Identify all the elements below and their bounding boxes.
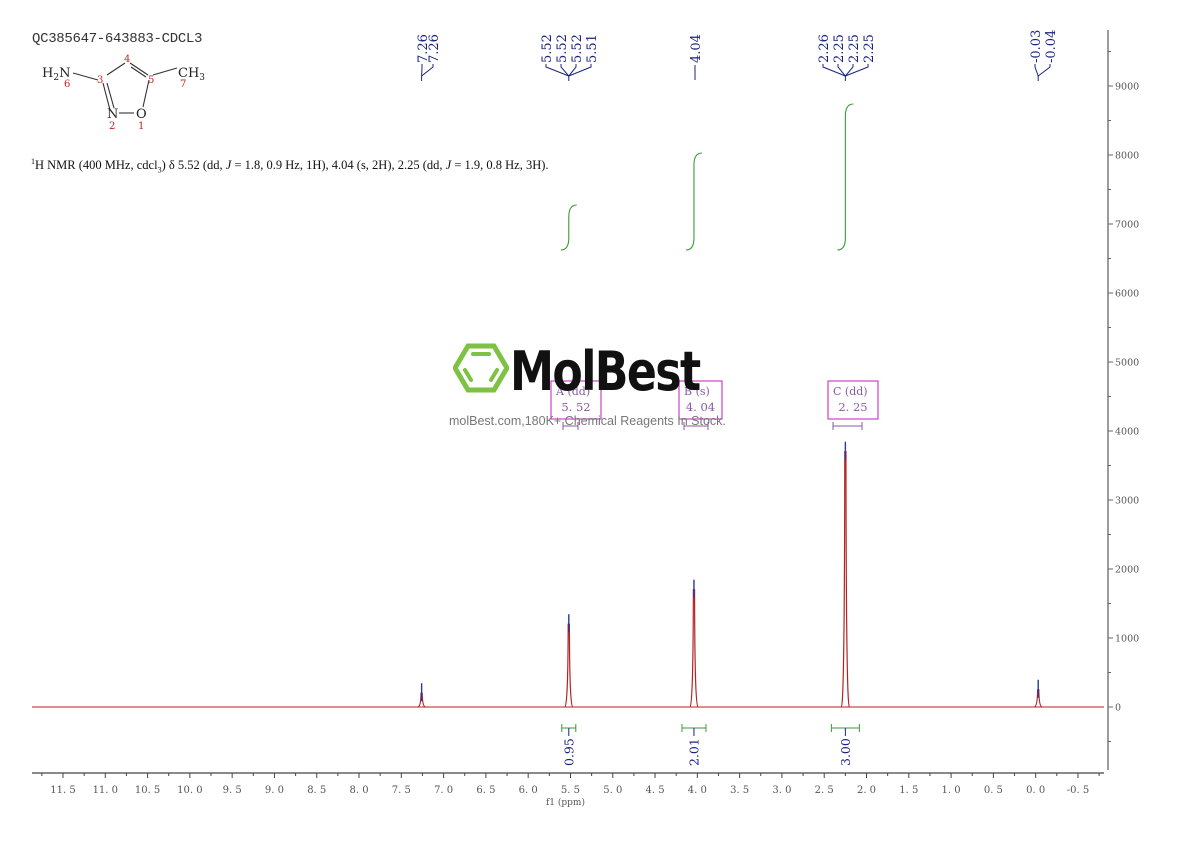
chemical-structure: H2N CH3 N O 4 3 5 6 7 2 1 [42,54,205,132]
svg-text:2.25: 2.25 [847,34,862,63]
x-tick-label: 2. 5 [815,785,834,796]
svg-text:2.26: 2.26 [817,34,832,63]
atom-n: N [107,107,118,122]
molbest-hexagon-icon [453,343,509,393]
x-tick-label: 11. 5 [50,785,75,796]
x-tick-label: 1. 5 [899,785,918,796]
x-tick-label: 4. 5 [646,785,665,796]
x-tick-label: 2. 0 [857,785,876,796]
peak-label-group: 5.52 5.52 5.52 5.51 [540,34,600,81]
svg-text:5. 52: 5. 52 [561,400,590,414]
x-tick-label: 9. 0 [265,785,284,796]
svg-text:2. 25: 2. 25 [838,400,867,414]
atom-o: O [136,107,147,122]
svg-text:7: 7 [180,79,186,90]
watermark-subtitle: molBest.com,180K+ Chemical Reagents In S… [449,414,726,428]
svg-text:4. 04: 4. 04 [686,400,715,414]
x-tick-label: 0. 5 [984,785,1003,796]
svg-text:3: 3 [97,75,103,86]
x-tick-label: 11. 0 [93,785,118,796]
peak-label-group: 4.04 [689,34,704,80]
multiplet-box-a: A (dd) 5. 52 [550,380,602,430]
molbest-logo-text: MolBest [510,340,701,403]
x-tick-label: 0. 0 [1026,785,1045,796]
multiplet-boxes: A (dd) 5. 52 B (s) 4. 04 C (dd) 2. 25 [550,380,879,430]
peak-labels: 7.267.26 5.52 5.52 5.52 5.51 4.04 2.26 2.25 2.25… [416,30,1059,81]
svg-text:2: 2 [109,121,115,132]
x-tick-label: 7. 0 [434,785,453,796]
x-tick-label: 5. 5 [561,785,580,796]
svg-text:7.26: 7.26 [416,34,431,63]
svg-text:5: 5 [148,75,154,86]
y-tick-label: 6000 [1115,289,1139,300]
x-tick-label: 9. 5 [223,785,242,796]
sample-id-title: QC385647-643883-CDCL3 [32,31,203,47]
svg-text:C (dd): C (dd) [833,385,868,398]
integral-value: 2.01 [686,738,701,766]
atom-nh2: H2N [42,66,70,83]
integral-value: 0.95 [561,738,576,766]
y-tick-label: 5000 [1115,358,1139,369]
y-tick-label: 3000 [1115,496,1139,507]
svg-text:-0.03: -0.03 [1029,30,1044,63]
x-tick-label: 4. 0 [688,785,707,796]
multiplet-box-c: C (dd) 2. 25 [827,380,879,430]
svg-text:B (s): B (s) [684,385,710,398]
peak-label-group: 2.26 2.25 2.25 2.25 [817,34,877,81]
svg-text:5.52: 5.52 [540,34,555,63]
svg-text:5.52: 5.52 [555,34,570,63]
nmr-description: 1H NMR (400 MHz, cdcl3) δ 5.52 (dd, J = … [31,157,549,175]
x-tick-label: 1. 0 [942,785,961,796]
x-tick-label: 3. 5 [730,785,749,796]
svg-text:2.25: 2.25 [832,34,847,63]
integral-values: 0.95 2.01 3.00 [561,724,860,766]
y-tick-label: 8000 [1115,151,1139,162]
svg-text:5.52: 5.52 [570,34,585,63]
y-tick-label: 1000 [1115,634,1139,645]
x-tick-label: 5. 0 [603,785,622,796]
svg-text:-0.04: -0.04 [1044,30,1059,63]
y-tick-label: 9000 [1115,82,1139,93]
x-axis: 11. 5 11. 0 10. 5 10. 0 9. 5 9. 0 8. 5 8. 0 7. 5… [32,772,1104,808]
atom-ch3: CH3 [178,66,205,83]
y-tick-label: 2000 [1115,565,1139,576]
integral-value: 3.00 [838,738,853,766]
x-tick-label: 8. 0 [349,785,368,796]
svg-text:4: 4 [124,54,130,65]
svg-text:6: 6 [64,79,70,90]
x-tick-label: 6. 5 [476,785,495,796]
svg-text:2.25: 2.25 [862,34,877,63]
spectrum-trace [32,441,1104,708]
x-tick-label: 7. 5 [392,785,411,796]
svg-text:7.26: 7.26 [427,34,442,63]
x-axis-label: f1 (ppm) [546,797,585,808]
integral-curves [560,103,854,251]
svg-text:4.04: 4.04 [689,34,704,63]
y-tick-label: 7000 [1115,220,1139,231]
multiplet-box-b: B (s) 4. 04 [678,380,723,430]
y-tick-label: 4000 [1115,427,1139,438]
x-tick-label: 8. 5 [307,785,326,796]
peak-label-group: 7.267.26 [416,34,442,81]
svg-text:5.51: 5.51 [585,34,600,63]
x-tick-label: -0. 5 [1067,785,1089,796]
svg-text:A (dd): A (dd) [555,385,590,398]
x-tick-label: 10. 0 [177,785,202,796]
y-axis: 0 1000 2000 3000 4000 5000 6000 7000 8000 9000 [1107,30,1139,770]
x-tick-label: 6. 0 [519,785,538,796]
y-tick-label: 0 [1115,703,1121,714]
svg-text:1: 1 [138,121,144,132]
x-tick-label: 3. 0 [772,785,791,796]
x-tick-label: 10. 5 [135,785,160,796]
peak-label-group: -0.03 -0.04 [1029,30,1059,81]
